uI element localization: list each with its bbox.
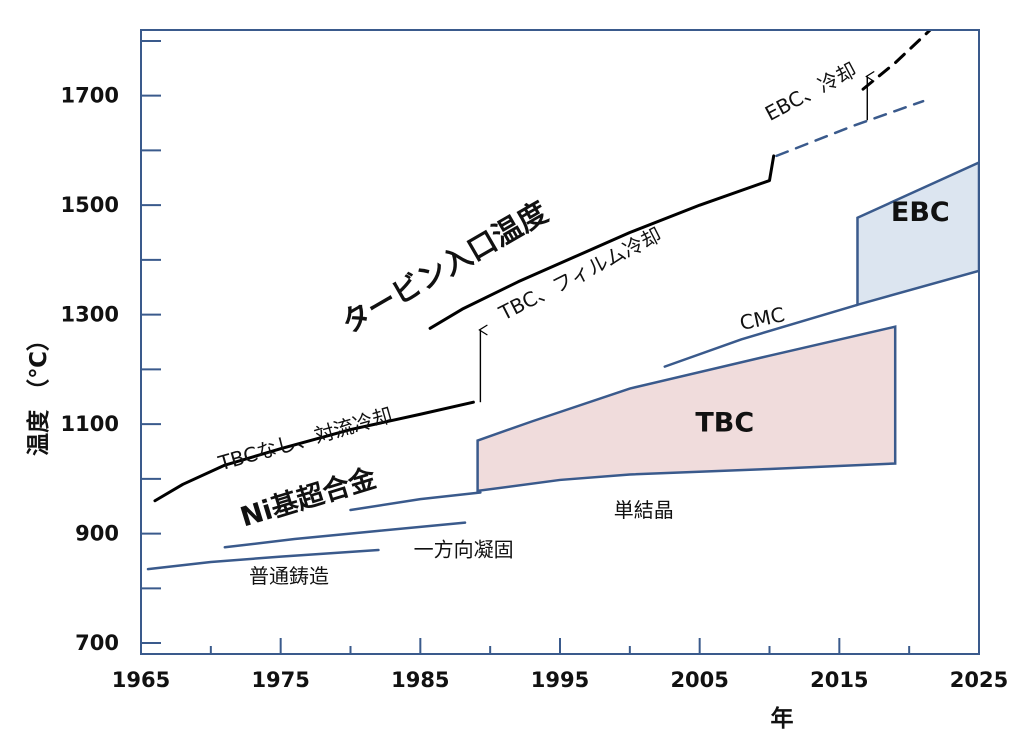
series-line-2 bbox=[428, 154, 776, 330]
series-line-4 bbox=[861, 30, 932, 91]
series-line-6 bbox=[223, 521, 467, 549]
x-tick-label: 1965 bbox=[112, 668, 170, 692]
annotation-10: TBC bbox=[695, 408, 754, 439]
y-tick-label: 1300 bbox=[61, 303, 119, 327]
arrows bbox=[480, 77, 867, 403]
annotation-8: 一方向凝固 bbox=[414, 538, 514, 562]
x-tick-label: 1995 bbox=[531, 668, 589, 692]
region-tbc bbox=[476, 325, 897, 493]
series-line-8 bbox=[663, 303, 859, 368]
y-tick-label: 1100 bbox=[61, 412, 119, 436]
series-line-1 bbox=[153, 400, 475, 503]
annotation-9: 普通鋳造 bbox=[249, 564, 329, 588]
axes: 1965 1975 1985 1995 2005 2015 2025 700 900 1100 13… bbox=[61, 39, 1008, 692]
x-tick-label: 2025 bbox=[950, 668, 1008, 692]
series-line-7 bbox=[349, 491, 482, 512]
annotation-11: EBC bbox=[891, 197, 950, 228]
x-tick-label: 1985 bbox=[391, 668, 449, 692]
series-line-3 bbox=[775, 99, 925, 158]
y-tick-label: 700 bbox=[75, 631, 119, 655]
annotation-7: 単結晶 bbox=[614, 498, 674, 522]
series-line-5 bbox=[146, 548, 380, 571]
regions bbox=[476, 161, 979, 493]
y-tick-label: 900 bbox=[75, 522, 119, 546]
y-tick-label: 1500 bbox=[61, 193, 119, 217]
region-ebc bbox=[856, 161, 979, 307]
y-tick-label: 1700 bbox=[61, 84, 119, 108]
y-axis-title: 温度 （℃） bbox=[25, 328, 52, 456]
x-axis-title: 年 bbox=[771, 705, 794, 732]
x-tick-label: 1975 bbox=[251, 668, 309, 692]
x-tick-label: 2005 bbox=[670, 668, 728, 692]
series-lines bbox=[146, 30, 932, 571]
x-tick-label: 2015 bbox=[810, 668, 868, 692]
